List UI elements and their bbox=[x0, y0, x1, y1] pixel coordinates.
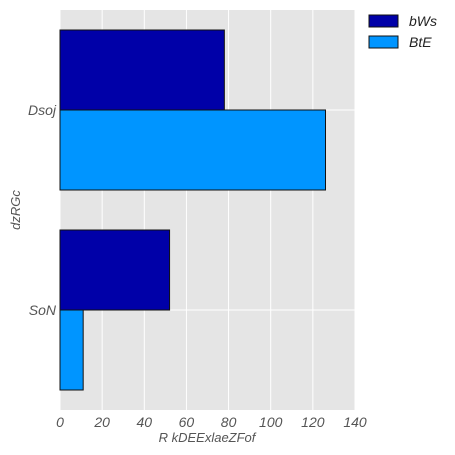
x-tick-labels: 0 20 40 60 80 100 120 140 bbox=[56, 414, 367, 430]
bars bbox=[59, 29, 326, 391]
x-tick-label: 120 bbox=[301, 414, 325, 430]
x-tick-label: 60 bbox=[179, 414, 195, 430]
bar-bWs-Dsoj bbox=[59, 29, 225, 111]
x-tick-label: 80 bbox=[221, 414, 237, 430]
x-tick-label: 0 bbox=[56, 414, 64, 430]
bar-bWs-SoN bbox=[59, 229, 171, 311]
legend-swatch-BtE bbox=[368, 35, 399, 49]
x-tick-label: 20 bbox=[93, 414, 110, 430]
legend-label-BtE: BtE bbox=[409, 34, 432, 50]
legend-label-bWs: bWs bbox=[409, 13, 437, 29]
x-tick-label: 140 bbox=[343, 414, 367, 430]
legend-swatch-bWs bbox=[368, 14, 399, 28]
y-tick-label: SoN bbox=[29, 302, 57, 318]
x-tick-label: 40 bbox=[136, 414, 152, 430]
x-tick-label: 100 bbox=[259, 414, 283, 430]
y-tick-labels: SoN Dsoj bbox=[28, 102, 57, 318]
x-axis-label: R kDEExlaeZFof bbox=[159, 430, 257, 445]
bar-BtE-Dsoj bbox=[59, 109, 326, 191]
bar-BtE-SoN bbox=[59, 309, 84, 391]
y-tick-label: Dsoj bbox=[28, 102, 57, 118]
y-axis-label: dzRGc bbox=[8, 190, 23, 230]
legend: bWs BtE bbox=[368, 13, 437, 50]
